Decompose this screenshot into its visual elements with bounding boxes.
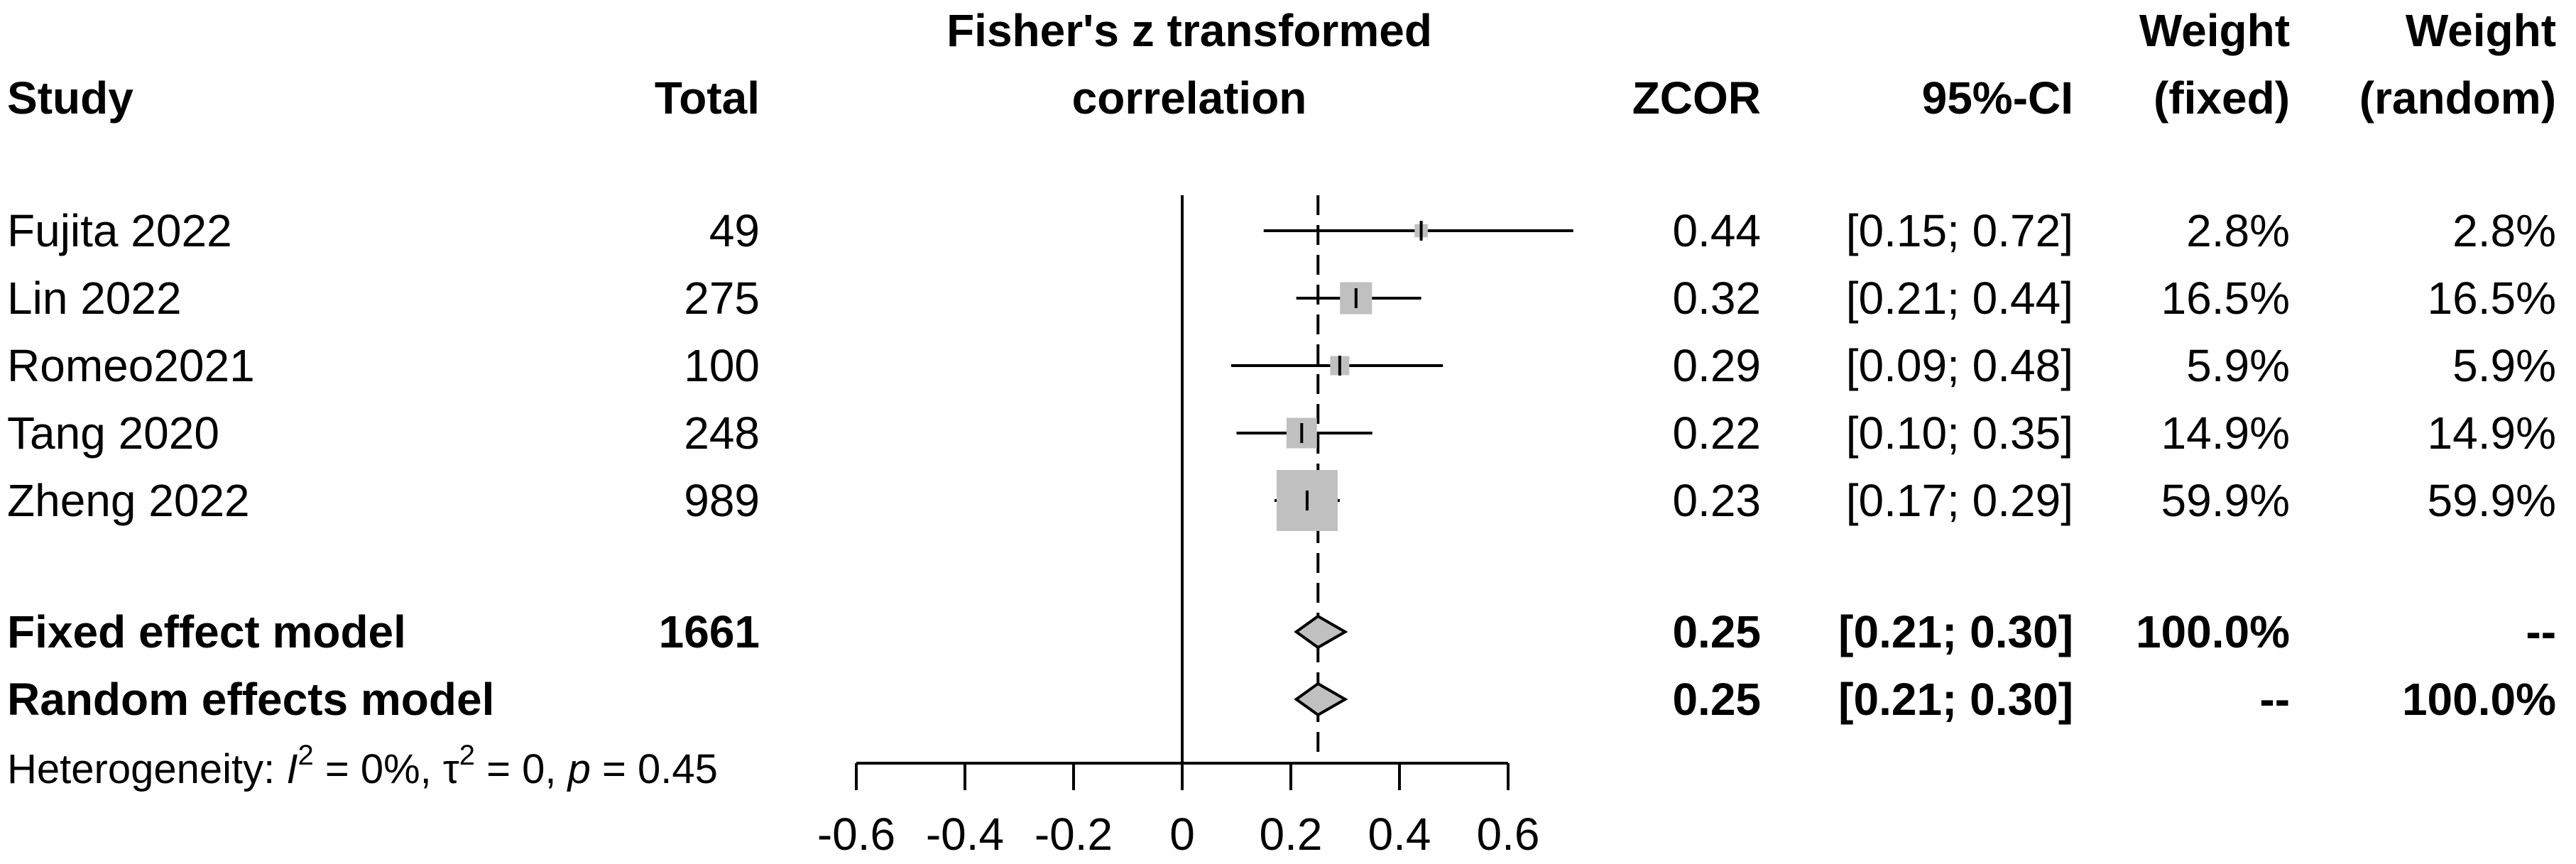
heterogeneity-tau-sup: 2 xyxy=(459,740,475,771)
heterogeneity-p-symbol: p xyxy=(567,746,591,792)
study-zcor: 0.22 xyxy=(1672,408,1761,459)
x-axis-tick-label: -0.6 xyxy=(817,809,895,860)
summary-row: Fixed effect model 1661 0.25 [0.21; 0.30] 10… xyxy=(7,606,2556,657)
study-name: Zheng 2022 xyxy=(7,475,250,526)
study-weight-random: 59.9% xyxy=(2428,475,2556,526)
study-ci: [0.17; 0.29] xyxy=(1846,475,2073,526)
study-zcor: 0.32 xyxy=(1672,273,1761,324)
study-weight-fixed: 5.9% xyxy=(2186,340,2290,391)
study-weight-random: 2.8% xyxy=(2452,205,2556,256)
summary-rows: Fixed effect model 1661 0.25 [0.21; 0.30] 10… xyxy=(7,606,2556,725)
study-total: 989 xyxy=(684,475,760,526)
x-axis-tick-label: 0.4 xyxy=(1368,809,1431,860)
header-ci: 95%-CI xyxy=(1922,72,2073,124)
study-name: Tang 2020 xyxy=(7,408,219,459)
x-axis-tick-label: -0.2 xyxy=(1035,809,1113,860)
heterogeneity-i-value: = 0%, xyxy=(314,746,443,792)
header-plot-title-line2: correlation xyxy=(1072,72,1307,124)
study-zcor: 0.44 xyxy=(1672,205,1761,256)
summary-total: 1661 xyxy=(659,606,760,657)
summary-diamond xyxy=(1294,682,1348,717)
header-weight-fixed-line2: (fixed) xyxy=(2154,72,2290,124)
study-weight-fixed: 16.5% xyxy=(2161,273,2290,324)
header-total: Total xyxy=(655,72,760,124)
x-axis-tick-label: 0 xyxy=(1169,809,1195,860)
summary-weight-random: -- xyxy=(2526,606,2556,657)
study-name: Fujita 2022 xyxy=(7,205,232,256)
header: Study Total Fisher's z transformed corre… xyxy=(7,5,2556,124)
study-zcor: 0.29 xyxy=(1672,340,1761,391)
study-weight-fixed: 2.8% xyxy=(2186,205,2290,256)
summary-ci: [0.21; 0.30] xyxy=(1838,674,2073,725)
x-axis-tick-label: 0.6 xyxy=(1477,809,1540,860)
study-rows: Fujita 2022 49 0.44 [0.15; 0.72] 2.8% 2.8% Lin… xyxy=(7,205,2556,531)
header-plot-title-line1: Fisher's z transformed xyxy=(946,5,1432,56)
summary-diamond xyxy=(1294,614,1348,650)
study-row: Zheng 2022 989 0.23 [0.17; 0.29] 59.9% 59.9% xyxy=(7,470,2556,531)
heterogeneity-prefix: Heterogeneity: xyxy=(7,746,286,792)
study-total: 275 xyxy=(684,273,760,324)
header-weight-fixed-line1: Weight xyxy=(2139,5,2290,56)
study-name: Romeo2021 xyxy=(7,340,255,391)
study-ci: [0.09; 0.48] xyxy=(1846,340,2073,391)
summary-name: Fixed effect model xyxy=(7,606,406,657)
heterogeneity-text: Heterogeneity: I2 = 0%, τ2 = 0, p = 0.45 xyxy=(7,740,718,792)
study-total: 100 xyxy=(684,340,760,391)
header-weight-random-line1: Weight xyxy=(2406,5,2556,56)
summary-weight-fixed: -- xyxy=(2259,674,2290,725)
study-name: Lin 2022 xyxy=(7,273,182,324)
study-total: 49 xyxy=(709,205,760,256)
study-row: Fujita 2022 49 0.44 [0.15; 0.72] 2.8% 2.8% xyxy=(7,205,2556,256)
x-axis-tick-label: 0.2 xyxy=(1260,809,1323,860)
summary-zcor: 0.25 xyxy=(1672,606,1761,657)
study-ci: [0.10; 0.35] xyxy=(1846,408,2073,459)
header-study: Study xyxy=(7,72,133,124)
study-zcor: 0.23 xyxy=(1672,475,1761,526)
study-ci: [0.21; 0.44] xyxy=(1846,273,2073,324)
summary-row: Random effects model 0.25 [0.21; 0.30] -- 10… xyxy=(7,674,2556,725)
study-weight-random: 14.9% xyxy=(2428,408,2556,459)
study-row: Lin 2022 275 0.32 [0.21; 0.44] 16.5% 16.5% xyxy=(7,273,2556,324)
heterogeneity-p-value: = 0.45 xyxy=(591,746,718,792)
summary-weight-random: 100.0% xyxy=(2402,674,2556,725)
study-ci: [0.15; 0.72] xyxy=(1846,205,2073,256)
study-weight-fixed: 14.9% xyxy=(2161,408,2290,459)
header-weight-random-line2: (random) xyxy=(2359,72,2556,124)
heterogeneity-tau-symbol: τ xyxy=(443,746,459,792)
heterogeneity-i-symbol: I xyxy=(286,746,298,792)
summary-weight-fixed: 100.0% xyxy=(2136,606,2290,657)
x-axis-tick-label: -0.4 xyxy=(926,809,1004,860)
heterogeneity-tau-value: = 0, xyxy=(475,746,568,792)
summary-ci: [0.21; 0.30] xyxy=(1838,606,2073,657)
study-row: Romeo2021 100 0.29 [0.09; 0.48] 5.9% 5.9% xyxy=(7,340,2556,391)
summary-name: Random effects model xyxy=(7,674,494,725)
study-weight-random: 16.5% xyxy=(2428,273,2556,324)
study-row: Tang 2020 248 0.22 [0.10; 0.35] 14.9% 14.9% xyxy=(7,408,2556,459)
header-zcor: ZCOR xyxy=(1632,72,1761,124)
study-weight-fixed: 59.9% xyxy=(2161,475,2290,526)
study-weight-random: 5.9% xyxy=(2452,340,2556,391)
x-axis: -0.6 -0.4 -0.2 0 0.2 0.4 0.6 xyxy=(817,762,1540,860)
summary-zcor: 0.25 xyxy=(1672,674,1761,725)
heterogeneity-i-sup: 2 xyxy=(298,740,313,771)
study-total: 248 xyxy=(684,408,760,459)
